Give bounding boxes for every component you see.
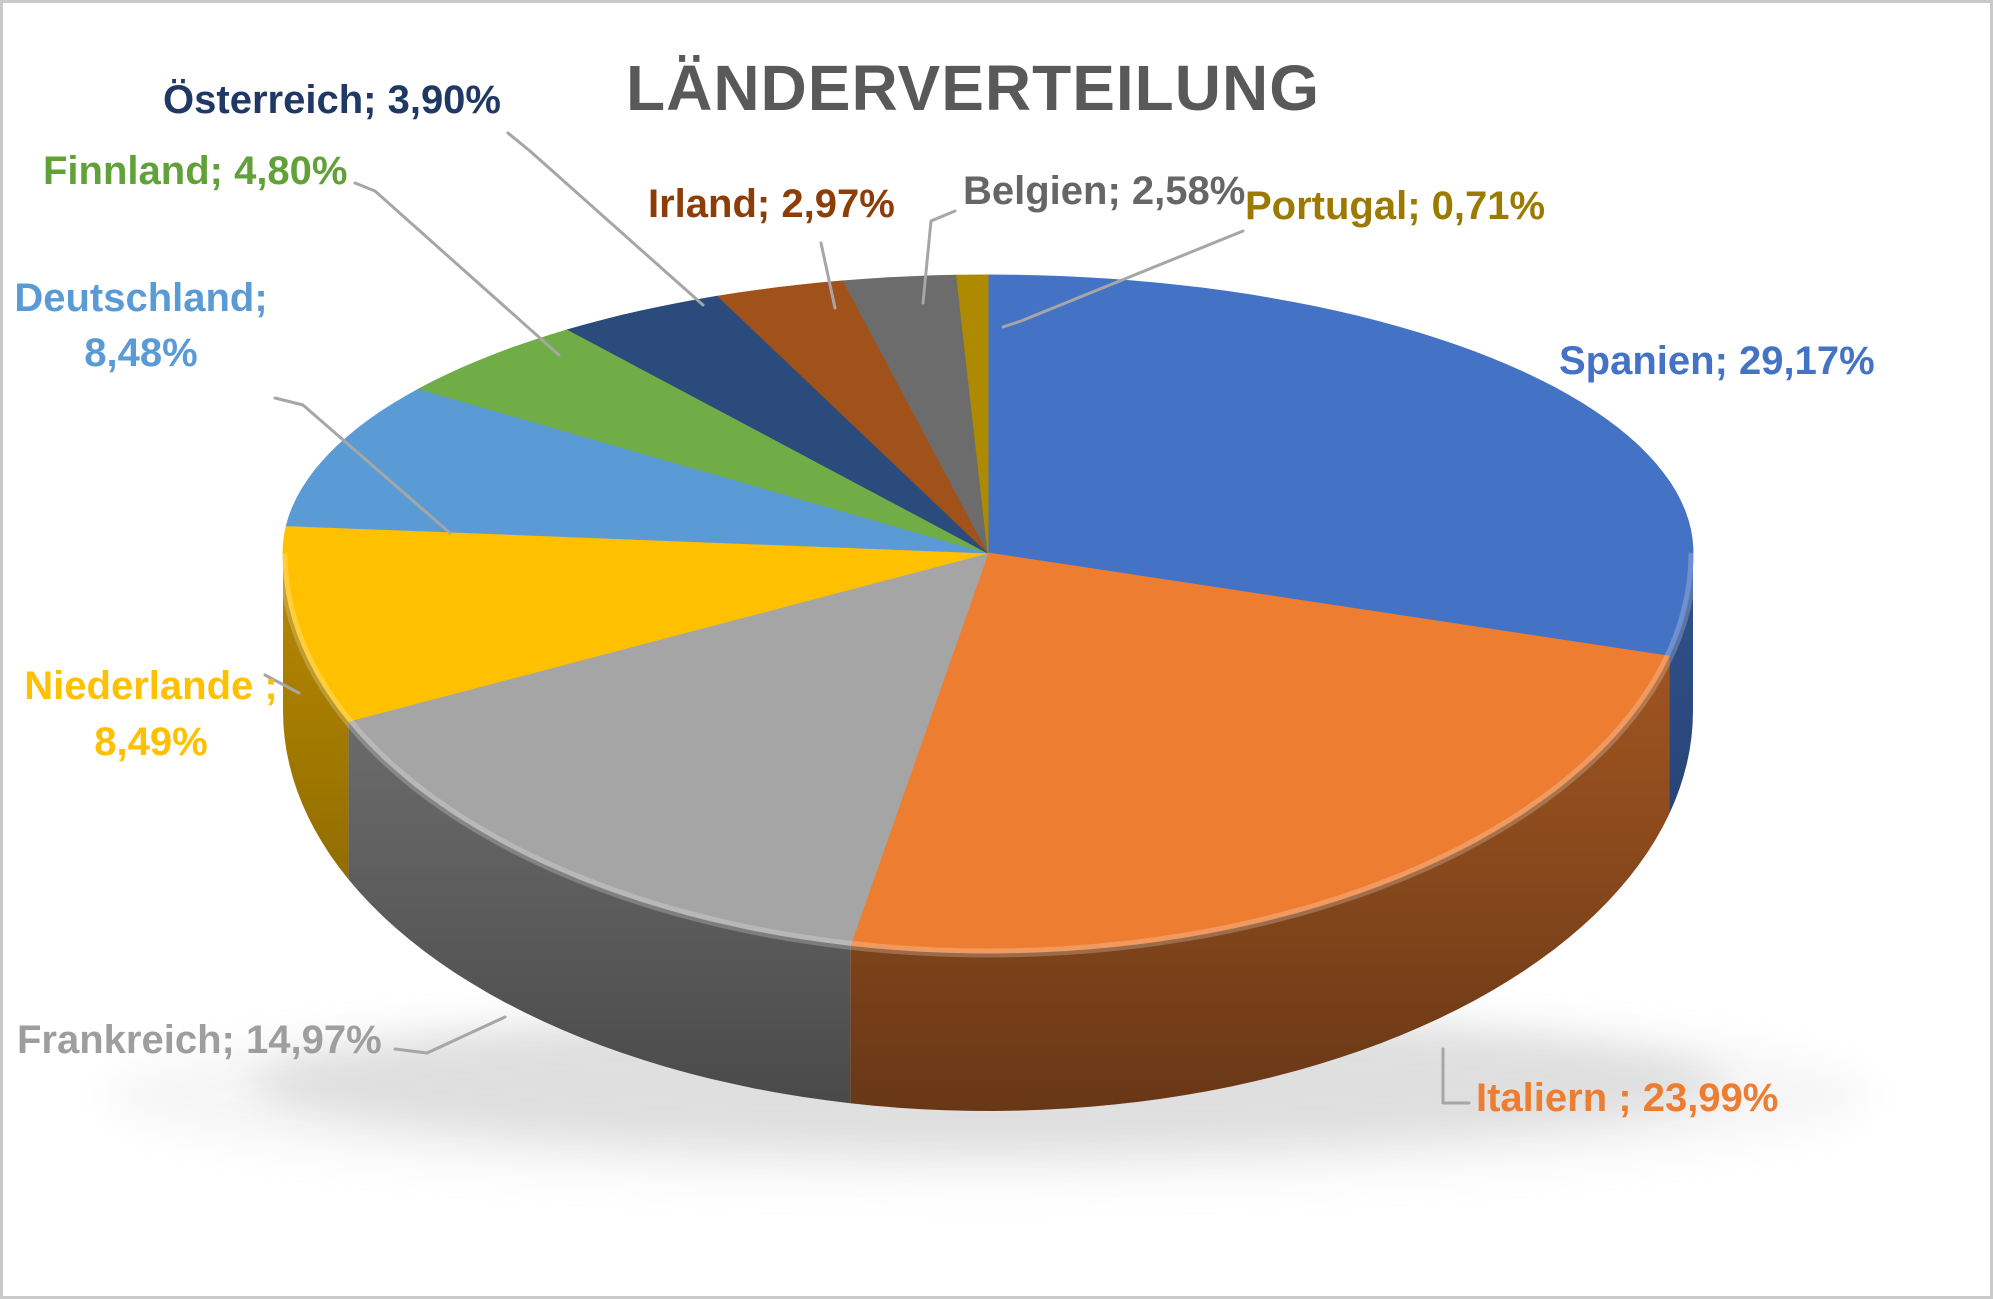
- slice-label-niederlande: Niederlande ; 8,49%: [13, 658, 289, 770]
- slice-label-finnland: Finnland; 4,80%: [43, 149, 348, 193]
- pie-wall-italiern: [850, 656, 1670, 1111]
- pie-slice-finnland: [417, 329, 989, 554]
- pie-slice-portugal: [956, 274, 989, 554]
- slice-label-oesterreich: Österreich; 3,90%: [163, 78, 501, 122]
- slice-label-deutschland-line2: 8,48%: [84, 331, 198, 375]
- slice-label-niederlande-line1: Niederlande ;: [24, 664, 278, 708]
- pie-top-faces: [278, 274, 1698, 958]
- slice-label-deutschland: Deutschland; 8,48%: [11, 271, 271, 381]
- pie-wall-spanien: [1669, 553, 1693, 815]
- pie-3d-chart: [108, 131, 1868, 1187]
- slice-label-portugal: Portugal; 0,71%: [1245, 184, 1546, 228]
- label-leader-lines: [263, 131, 1471, 1105]
- pie-wall-niederlande: [283, 553, 349, 880]
- slice-label-irland: Irland; 2,97%: [648, 182, 895, 226]
- pie-slice-irland: [716, 280, 989, 554]
- pie-side-walls: [283, 553, 1693, 1111]
- pie-slice-frankreich: [347, 552, 989, 946]
- pie-wall-frankreich: [348, 721, 851, 1104]
- pie-slice-italiern: [849, 552, 1670, 954]
- slice-label-spanien: Spanien; 29,17%: [1559, 339, 1875, 383]
- pie-slice-deutschland: [285, 388, 989, 554]
- pie-slice-österreich: [566, 295, 989, 554]
- pie-slice-belgien: [842, 274, 989, 554]
- slice-label-italiern: Italiern ; 23,99%: [1476, 1076, 1779, 1120]
- pie-slice-spanien: [987, 274, 1694, 657]
- pie-slice-niederlande: [282, 525, 989, 722]
- slice-label-belgien: Belgien; 2,58%: [963, 169, 1246, 213]
- chart-title: LÄNDERVERTEILUNG: [626, 52, 1320, 124]
- slice-label-frankreich: Frankreich; 14,97%: [17, 1018, 382, 1062]
- slice-label-deutschland-line1: Deutschland;: [14, 276, 268, 320]
- slice-label-niederlande-line2: 8,49%: [94, 720, 208, 764]
